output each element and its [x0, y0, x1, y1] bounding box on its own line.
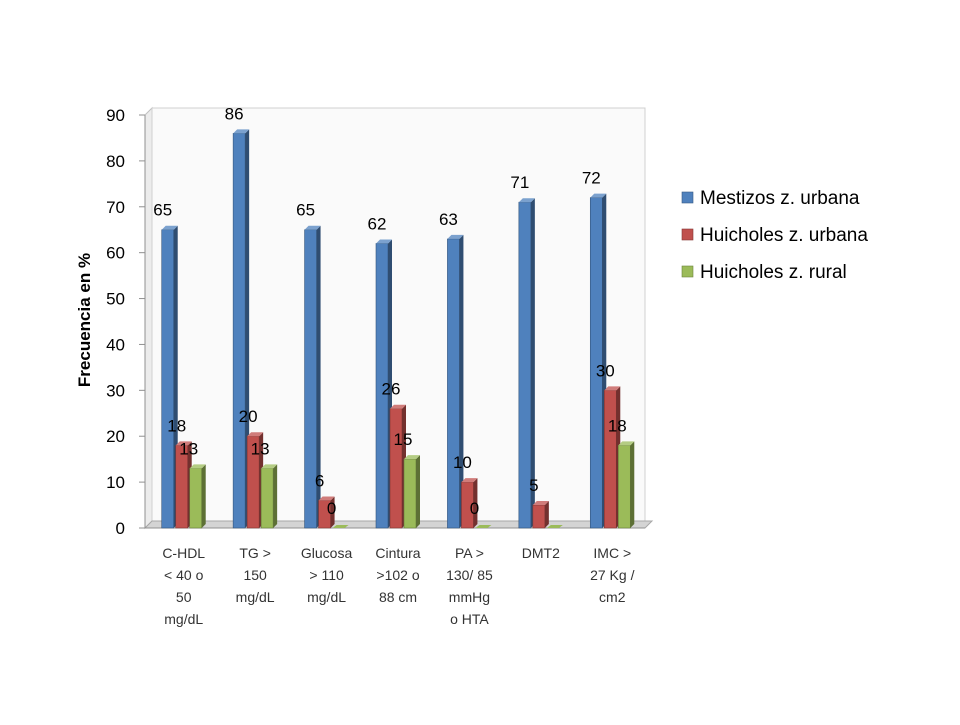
data-label: 18 [608, 416, 627, 435]
x-tick-label: IMC >27 Kg / cm2 [590, 545, 634, 605]
y-tick-label: 60 [106, 244, 125, 263]
data-label: 0 [327, 499, 336, 518]
bar [532, 501, 549, 529]
bar [589, 193, 607, 529]
data-label: 65 [296, 201, 315, 220]
side-wall [144, 106, 153, 530]
bar [375, 239, 392, 529]
y-tick-label: 0 [116, 519, 125, 538]
y-tick-label: 50 [106, 290, 125, 309]
data-label: 13 [179, 439, 198, 458]
y-axis: 0 10 20 30 40 50 60 70 80 90 [106, 106, 145, 538]
bar [403, 455, 420, 529]
bar [161, 225, 178, 529]
y-tick-label: 40 [106, 335, 125, 354]
bars: 65 86 65 62 63 71 72 18 20 6 26 10 5 30 13 13 0 15 0 18 [153, 104, 635, 529]
y-tick-label: 70 [106, 198, 125, 217]
bar [304, 225, 321, 529]
bar [447, 234, 464, 529]
bar [332, 525, 349, 528]
bar [389, 404, 406, 529]
data-label: 71 [510, 173, 529, 192]
data-label: 0 [470, 499, 479, 518]
x-tick-label: C-HDL < 40 o 50 mg/dL [162, 545, 205, 627]
legend: Mestizos z. urbana Huicholes z. urbana Hui… [681, 188, 868, 283]
data-label: 86 [225, 104, 244, 123]
data-label: 65 [153, 201, 172, 220]
bar [475, 525, 492, 528]
x-tick-label: Cintura >102 o 88 cm [375, 545, 420, 605]
x-tick-label: Glucosa > 110 mg/dL [301, 545, 353, 605]
data-label: 13 [251, 439, 270, 458]
legend-swatch [681, 228, 694, 241]
bar [461, 478, 478, 529]
bar [617, 441, 635, 529]
data-label: 72 [582, 169, 601, 188]
legend-swatch [681, 265, 694, 278]
legend-item: Huicholes z. rural [681, 262, 847, 283]
y-tick-label: 30 [106, 381, 125, 400]
bar [189, 464, 206, 529]
data-label: 10 [453, 453, 472, 472]
data-label: 5 [529, 476, 538, 495]
y-axis-title: Frecuencia en % [75, 253, 94, 387]
bar [232, 129, 250, 529]
data-label: 15 [394, 430, 413, 449]
x-tick-label: TG >150 mg/dL [236, 545, 275, 605]
x-tick-label: PA >130/ 85 mmHg o HTA [446, 545, 493, 627]
y-tick-label: 90 [106, 106, 125, 125]
legend-label: Mestizos z. urbana [700, 188, 860, 209]
y-tick-label: 10 [106, 473, 125, 492]
data-label: 20 [239, 407, 258, 426]
data-label: 30 [596, 361, 615, 380]
y-tick-label: 20 [106, 427, 125, 446]
bar [603, 386, 621, 529]
bar [546, 525, 563, 528]
data-label: 18 [167, 416, 186, 435]
x-axis: C-HDL < 40 o 50 mg/dL TG >150 mg/dL Glucosa > 1… [162, 545, 634, 627]
legend-label: Huicholes z. urbana [700, 225, 868, 246]
data-label: 26 [382, 380, 401, 399]
bar [318, 496, 335, 529]
legend-swatch [681, 191, 694, 204]
y-tick-label: 80 [106, 152, 125, 171]
data-label: 6 [315, 471, 324, 490]
legend-item: Mestizos z. urbana [681, 188, 860, 209]
bar [518, 198, 535, 529]
x-tick-label: DMT2 [522, 545, 560, 561]
bar [260, 464, 278, 529]
data-label: 62 [368, 214, 387, 233]
legend-label: Huicholes z. rural [700, 262, 847, 283]
data-label: 63 [439, 210, 458, 229]
legend-item: Huicholes z. urbana [681, 225, 868, 246]
